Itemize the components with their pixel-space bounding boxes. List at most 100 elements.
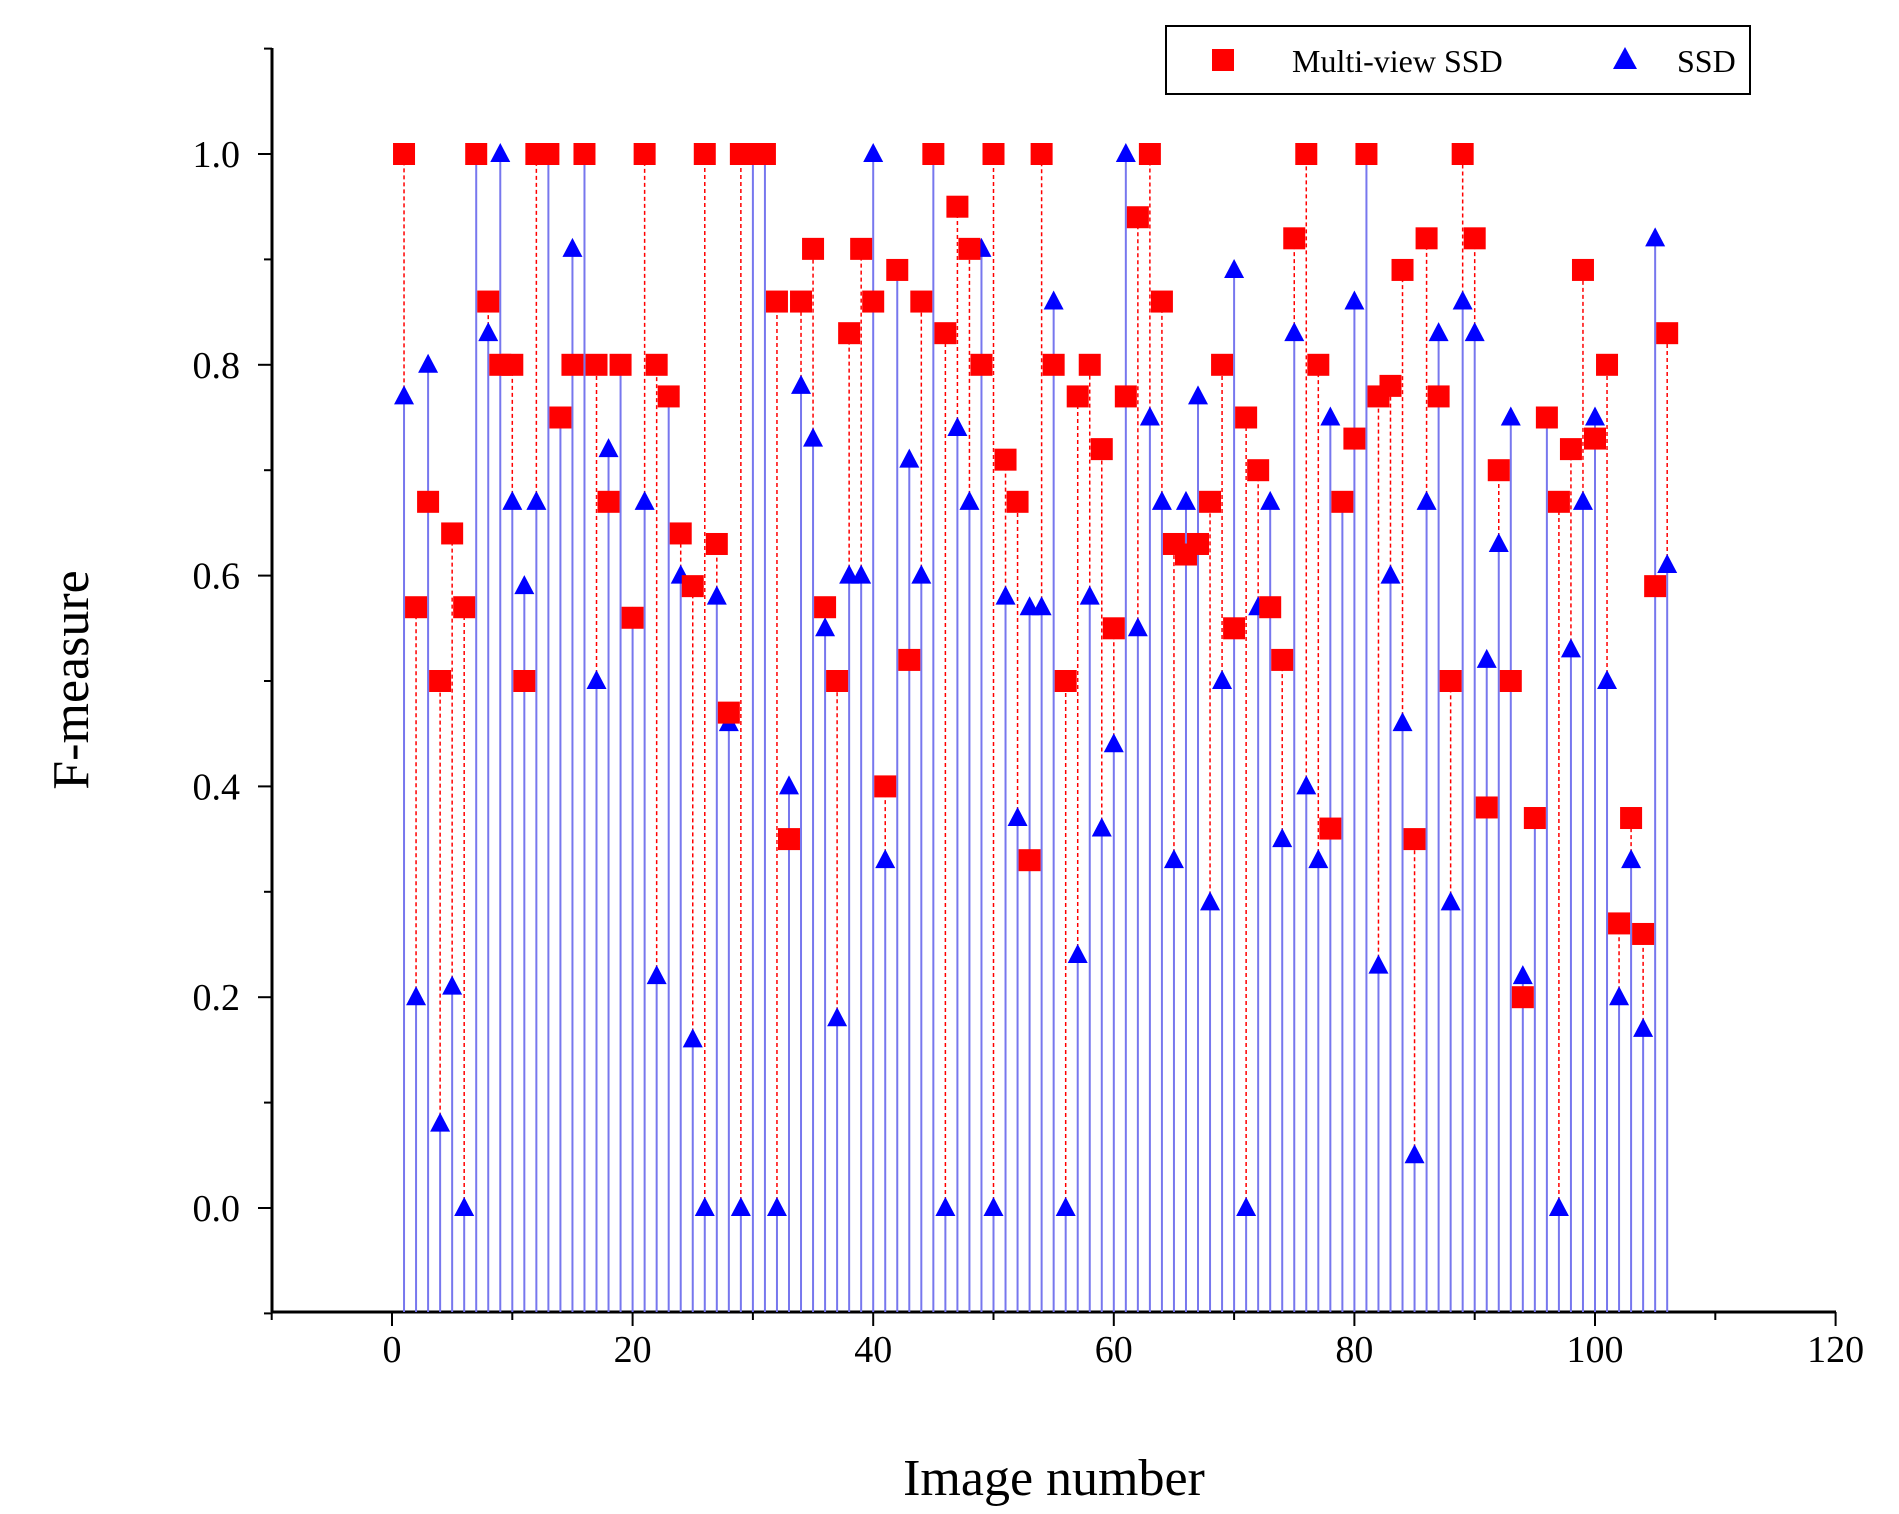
multi-view-ssd-marker bbox=[1355, 143, 1378, 165]
x-tick-label: 60 bbox=[1095, 1329, 1133, 1371]
y-tick-label: 0.6 bbox=[193, 556, 241, 598]
ssd-marker bbox=[694, 1197, 715, 1216]
multi-view-ssd-marker bbox=[657, 385, 680, 408]
ssd-marker bbox=[1344, 290, 1365, 310]
multi-view-ssd-marker bbox=[441, 522, 464, 545]
y-tick-label: 0.0 bbox=[193, 1188, 241, 1230]
multi-view-ssd-marker bbox=[1018, 849, 1041, 872]
ssd-marker bbox=[1031, 596, 1052, 616]
ssd-marker bbox=[1585, 406, 1605, 426]
ssd-marker bbox=[1007, 807, 1028, 827]
ssd-marker bbox=[478, 322, 499, 342]
multi-view-ssd-marker bbox=[765, 290, 788, 313]
multi-view-ssd-marker bbox=[1078, 353, 1101, 376]
multi-view-ssd-marker bbox=[1656, 322, 1679, 345]
multi-view-ssd-marker bbox=[1391, 258, 1414, 281]
x-axis-title: Image number bbox=[903, 1450, 1205, 1507]
multi-view-ssd-marker bbox=[1584, 427, 1606, 450]
multi-view-ssd-marker bbox=[1523, 807, 1546, 830]
multi-view-ssd-marker bbox=[1451, 143, 1474, 165]
ssd-marker bbox=[634, 490, 655, 510]
ssd-marker bbox=[1392, 712, 1413, 732]
multi-view-ssd-marker bbox=[1319, 817, 1342, 840]
multi-view-ssd-marker bbox=[621, 606, 644, 629]
ssd-marker bbox=[1260, 490, 1281, 510]
ssd-marker bbox=[430, 1112, 451, 1132]
multi-view-ssd-marker bbox=[501, 353, 524, 376]
multi-view-ssd-marker bbox=[429, 670, 452, 692]
ssd-marker bbox=[1272, 828, 1293, 848]
ssd-marker bbox=[1151, 490, 1172, 510]
ssd-marker bbox=[502, 490, 523, 510]
ssd-marker bbox=[706, 585, 727, 605]
multi-view-ssd-marker bbox=[1259, 596, 1282, 619]
ssd-marker bbox=[875, 849, 896, 869]
multi-view-ssd-marker bbox=[453, 596, 476, 619]
multi-view-ssd-marker bbox=[549, 406, 572, 429]
multi-view-ssd-marker bbox=[982, 143, 1005, 165]
multi-view-ssd-marker bbox=[1030, 143, 1053, 165]
ssd-marker bbox=[791, 374, 812, 394]
multi-view-ssd-marker bbox=[1271, 648, 1294, 671]
ssd-marker bbox=[1572, 490, 1593, 510]
ssd-marker bbox=[394, 385, 415, 405]
ssd-marker bbox=[947, 417, 968, 437]
ssd-marker bbox=[1224, 258, 1245, 278]
ssd-marker bbox=[1416, 490, 1437, 510]
ssd-marker bbox=[586, 670, 607, 689]
ssd-marker bbox=[1476, 648, 1497, 668]
multi-view-ssd-marker bbox=[910, 290, 933, 313]
ssd-marker bbox=[1512, 965, 1533, 985]
multi-view-ssd-marker bbox=[1463, 227, 1486, 250]
multi-view-ssd-marker bbox=[850, 237, 873, 260]
ssd-marker bbox=[1380, 564, 1401, 584]
x-tick-label: 120 bbox=[1807, 1329, 1864, 1371]
multi-view-ssd-marker bbox=[898, 648, 921, 671]
ssd-marker bbox=[730, 1197, 751, 1216]
multi-view-ssd-marker bbox=[513, 670, 536, 692]
multi-view-ssd-marker bbox=[1439, 670, 1462, 692]
ssd-marker bbox=[1404, 1144, 1425, 1164]
ssd-markers bbox=[394, 143, 1678, 1216]
ssd-marker bbox=[1645, 227, 1666, 247]
ssd-marker bbox=[406, 986, 427, 1006]
multi-view-ssd-marker bbox=[1199, 490, 1222, 513]
multi-view-ssd-marker bbox=[1090, 438, 1113, 461]
multi-view-ssd-marker bbox=[681, 575, 704, 598]
ssd-marker bbox=[899, 448, 920, 468]
ssd-marker bbox=[1296, 775, 1317, 795]
x-tick-label: 40 bbox=[854, 1329, 892, 1371]
multi-view-ssd-marker bbox=[1427, 385, 1450, 408]
multi-view-ssd-marker bbox=[814, 596, 837, 619]
ssd-marker bbox=[1103, 733, 1124, 753]
legend-label-multi-view-ssd: Multi-view SSD bbox=[1292, 43, 1503, 79]
ssd-marker bbox=[1368, 954, 1389, 974]
ssd-marker bbox=[454, 1197, 475, 1216]
multi-view-ssd-marker bbox=[1571, 258, 1594, 281]
ssd-marker bbox=[815, 617, 836, 637]
multi-view-ssd-markers bbox=[393, 143, 1679, 1009]
multi-view-ssd-marker bbox=[1211, 353, 1234, 376]
x-tick-label: 80 bbox=[1335, 1329, 1373, 1371]
ssd-marker bbox=[1452, 290, 1473, 310]
multi-view-ssd-marker bbox=[537, 143, 560, 165]
multi-view-ssd-marker bbox=[777, 828, 800, 851]
multi-view-ssd-marker bbox=[874, 775, 897, 798]
multi-view-ssd-marker bbox=[1596, 353, 1619, 376]
ssd-marker bbox=[983, 1197, 1004, 1216]
ssd-marker bbox=[1633, 1017, 1654, 1037]
y-tick-label: 1.0 bbox=[193, 134, 241, 176]
ssd-marker bbox=[1657, 554, 1678, 574]
multi-view-ssd-marker bbox=[1150, 290, 1173, 313]
multi-view-ssd-marker bbox=[573, 143, 596, 165]
ssd-marker bbox=[1067, 944, 1088, 964]
multi-view-ssd-marker bbox=[1487, 459, 1510, 482]
multi-view-ssd-marker bbox=[946, 195, 969, 218]
multi-view-ssd-marker bbox=[1247, 459, 1270, 482]
ssd-marker bbox=[526, 490, 547, 510]
multi-view-ssd-marker bbox=[1535, 406, 1558, 429]
multi-view-ssd-marker bbox=[417, 490, 440, 513]
ssd-marker bbox=[646, 965, 667, 985]
multi-view-ssd-marker bbox=[585, 353, 608, 376]
